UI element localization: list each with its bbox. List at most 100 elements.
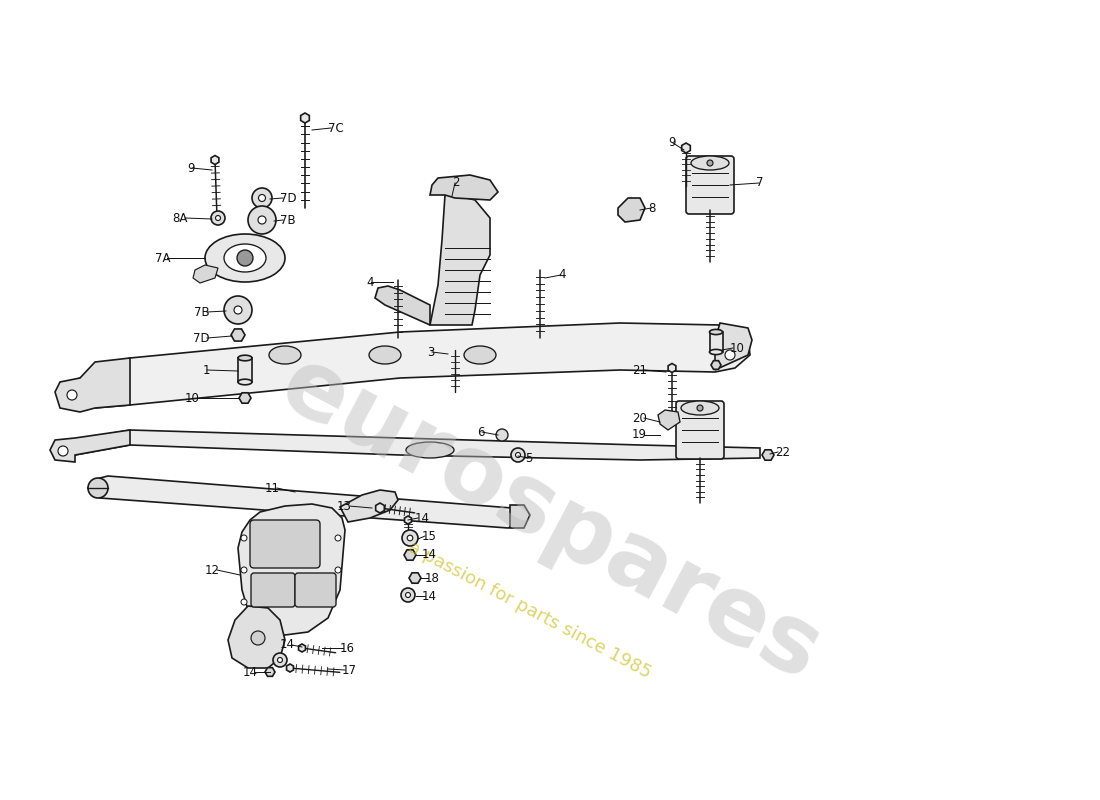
Text: 19: 19 xyxy=(632,429,647,442)
Polygon shape xyxy=(715,323,752,370)
Ellipse shape xyxy=(710,350,723,354)
Ellipse shape xyxy=(270,346,301,364)
Polygon shape xyxy=(239,393,251,403)
Circle shape xyxy=(241,535,248,541)
Text: 14: 14 xyxy=(422,549,437,562)
Polygon shape xyxy=(340,490,398,522)
Circle shape xyxy=(336,567,341,573)
Text: 11: 11 xyxy=(265,482,280,494)
Circle shape xyxy=(697,405,703,411)
Circle shape xyxy=(252,188,272,208)
Circle shape xyxy=(241,599,248,605)
Polygon shape xyxy=(231,329,245,341)
Text: 9: 9 xyxy=(187,162,195,174)
Polygon shape xyxy=(286,664,294,672)
Circle shape xyxy=(67,390,77,400)
Circle shape xyxy=(516,453,520,458)
Circle shape xyxy=(234,306,242,314)
Polygon shape xyxy=(510,505,530,528)
Bar xyxy=(710,332,723,352)
Text: 15: 15 xyxy=(422,530,437,542)
FancyBboxPatch shape xyxy=(686,156,734,214)
Text: 7D: 7D xyxy=(194,331,210,345)
Ellipse shape xyxy=(238,355,252,361)
Circle shape xyxy=(258,194,265,202)
Text: 1: 1 xyxy=(202,363,210,377)
Circle shape xyxy=(277,658,283,662)
Polygon shape xyxy=(375,286,430,325)
Text: 7D: 7D xyxy=(280,191,297,205)
Circle shape xyxy=(496,429,508,441)
Text: 14: 14 xyxy=(243,666,258,678)
Polygon shape xyxy=(376,503,384,513)
Circle shape xyxy=(216,215,220,221)
Polygon shape xyxy=(430,175,498,200)
Text: 14: 14 xyxy=(422,590,437,602)
Ellipse shape xyxy=(464,346,496,364)
Text: 10: 10 xyxy=(730,342,745,354)
Circle shape xyxy=(402,530,418,546)
Text: 12: 12 xyxy=(205,563,220,577)
Ellipse shape xyxy=(681,401,719,415)
Text: 14: 14 xyxy=(415,511,430,525)
Polygon shape xyxy=(211,155,219,165)
FancyBboxPatch shape xyxy=(295,573,336,607)
Text: 7B: 7B xyxy=(195,306,210,318)
Circle shape xyxy=(236,250,253,266)
Circle shape xyxy=(248,206,276,234)
Polygon shape xyxy=(298,644,306,652)
Circle shape xyxy=(512,448,525,462)
Ellipse shape xyxy=(224,244,266,272)
Text: 7: 7 xyxy=(756,177,763,190)
Polygon shape xyxy=(75,323,750,408)
Polygon shape xyxy=(238,504,345,635)
Polygon shape xyxy=(404,550,416,560)
Text: eurospares: eurospares xyxy=(265,339,835,701)
Text: 16: 16 xyxy=(340,642,355,654)
Circle shape xyxy=(402,588,415,602)
Polygon shape xyxy=(50,430,130,462)
Text: 7B: 7B xyxy=(280,214,296,226)
Ellipse shape xyxy=(205,234,285,282)
Circle shape xyxy=(407,535,412,541)
Ellipse shape xyxy=(406,442,454,458)
FancyBboxPatch shape xyxy=(676,401,724,459)
Text: 6: 6 xyxy=(477,426,485,438)
Polygon shape xyxy=(228,606,285,668)
Bar xyxy=(238,358,252,382)
Ellipse shape xyxy=(368,346,402,364)
Text: 14: 14 xyxy=(280,638,295,651)
Text: a passion for parts since 1985: a passion for parts since 1985 xyxy=(406,538,654,682)
Polygon shape xyxy=(300,113,309,123)
Ellipse shape xyxy=(238,379,252,385)
Polygon shape xyxy=(88,476,520,528)
Text: 22: 22 xyxy=(776,446,790,458)
Circle shape xyxy=(211,211,226,225)
Polygon shape xyxy=(75,430,760,460)
Circle shape xyxy=(336,535,341,541)
Polygon shape xyxy=(658,410,680,430)
Circle shape xyxy=(88,478,108,498)
FancyBboxPatch shape xyxy=(251,573,295,607)
Text: 18: 18 xyxy=(425,571,440,585)
Text: 10: 10 xyxy=(185,391,200,405)
Text: 17: 17 xyxy=(342,663,358,677)
Polygon shape xyxy=(409,573,421,583)
Circle shape xyxy=(241,567,248,573)
Polygon shape xyxy=(192,265,218,283)
Polygon shape xyxy=(682,143,691,153)
Polygon shape xyxy=(55,358,130,412)
Ellipse shape xyxy=(691,156,729,170)
Text: 4: 4 xyxy=(366,275,374,289)
Text: 3: 3 xyxy=(428,346,435,358)
Text: 21: 21 xyxy=(632,363,647,377)
Circle shape xyxy=(224,296,252,324)
Polygon shape xyxy=(405,516,411,524)
Text: 8: 8 xyxy=(648,202,656,214)
Text: 7C: 7C xyxy=(328,122,343,134)
Text: 5: 5 xyxy=(525,451,532,465)
Polygon shape xyxy=(430,195,490,325)
FancyBboxPatch shape xyxy=(250,520,320,568)
Text: 20: 20 xyxy=(632,411,647,425)
Polygon shape xyxy=(711,361,720,370)
